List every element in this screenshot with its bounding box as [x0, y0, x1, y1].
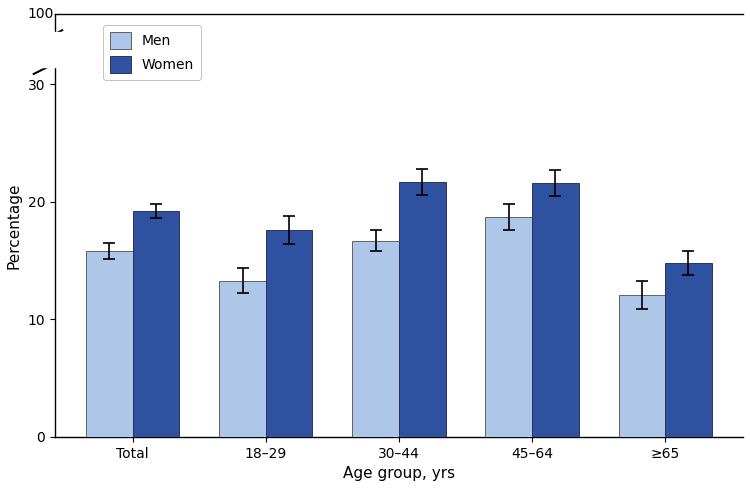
Bar: [27, 32, 68, 67]
Bar: [399, 182, 445, 437]
Y-axis label: Percentage: Percentage: [7, 182, 22, 268]
Bar: [352, 241, 399, 437]
X-axis label: Age group, yrs: Age group, yrs: [343, 466, 455, 481]
Text: 100: 100: [28, 7, 54, 21]
Bar: [532, 183, 579, 437]
Bar: [133, 211, 179, 437]
Legend: Men, Women: Men, Women: [103, 25, 201, 80]
Bar: [219, 281, 266, 437]
Bar: [485, 217, 532, 437]
Bar: [266, 230, 313, 437]
Bar: [86, 251, 133, 437]
Bar: [665, 263, 712, 437]
Bar: [619, 295, 665, 437]
